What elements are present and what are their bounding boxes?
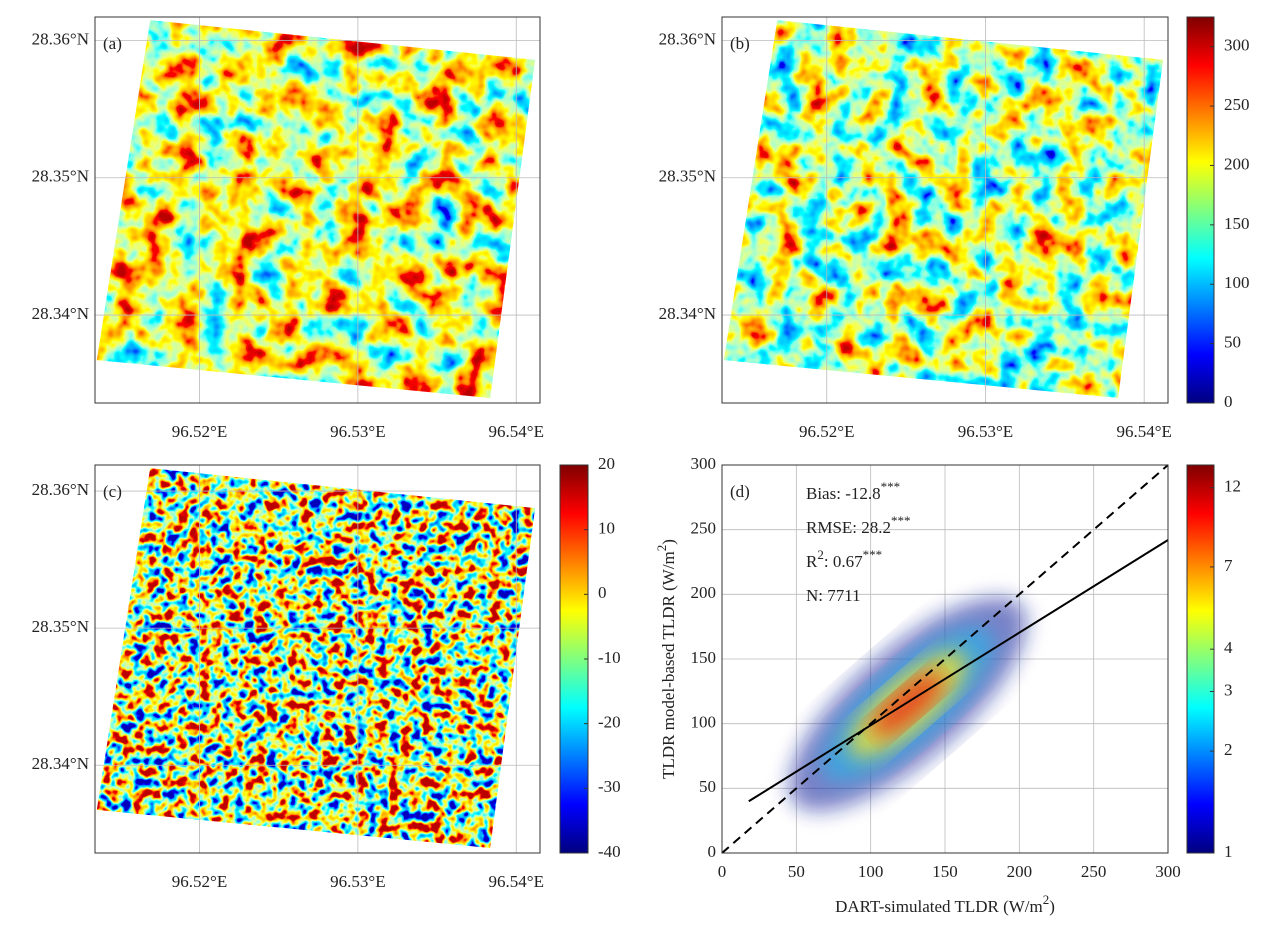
x-tick-label: 50 xyxy=(788,862,805,881)
x-tick-label: 96.53°E xyxy=(330,872,385,891)
plot-frame xyxy=(94,464,541,854)
y-tick-label: 150 xyxy=(691,648,717,667)
colorbar-tick-label: 250 xyxy=(1224,95,1250,114)
colorbar xyxy=(1186,16,1215,404)
y-tick-label: 50 xyxy=(699,777,716,796)
annotation: RMSE: 28.2*** xyxy=(806,513,911,537)
colorbar-tick-label: 3 xyxy=(1224,680,1233,699)
text-part: : 0.67 xyxy=(824,552,863,571)
x-tick-label: 250 xyxy=(1081,862,1107,881)
x-tick-label: 0 xyxy=(718,862,727,881)
superscript: 2 xyxy=(817,547,824,562)
colorbar-tick-label: -10 xyxy=(598,648,621,667)
y-tick-label: 0 xyxy=(708,842,717,861)
y-tick-label: 28.35°N xyxy=(32,167,89,186)
colorbar-tick-label: 7 xyxy=(1224,556,1233,575)
colorbar-tick-label: 0 xyxy=(1224,392,1233,411)
y-tick-label: 200 xyxy=(691,583,717,602)
x-tick-label: 96.52°E xyxy=(799,422,854,441)
colorbar-tick-label: 20 xyxy=(598,454,615,473)
y-tick-label: 28.36°N xyxy=(32,29,89,48)
y-tick-label: 28.34°N xyxy=(659,304,716,323)
y-tick-label: 300 xyxy=(691,454,717,473)
superscript: 2 xyxy=(1043,892,1050,907)
colorbar-tick-label: 10 xyxy=(598,519,615,538)
x-tick-label: 96.53°E xyxy=(958,422,1013,441)
superscript: *** xyxy=(881,479,901,494)
superscript: *** xyxy=(863,547,883,562)
text-part: Bias: -12.8 xyxy=(806,484,881,503)
y-tick-label: 28.36°N xyxy=(659,29,716,48)
colorbar-tick-label: -40 xyxy=(598,842,621,861)
annotation: N: 7711 xyxy=(806,586,861,605)
panel-label: (b) xyxy=(730,34,750,53)
y-tick-label: 100 xyxy=(691,713,717,732)
annotation: Bias: -12.8*** xyxy=(806,479,900,503)
colorbar-tick-label: -20 xyxy=(598,713,621,732)
plot-frame xyxy=(721,464,1169,854)
panel-label: (a) xyxy=(103,34,122,53)
colorbar-tick-label: 200 xyxy=(1224,154,1250,173)
colorbar-tick-label: 4 xyxy=(1224,638,1233,657)
colorbar-tick-label: 100 xyxy=(1224,273,1250,292)
plot-frame xyxy=(721,16,1169,404)
text-part: DART-simulated TLDR (W/m xyxy=(835,897,1043,916)
map-raster xyxy=(723,20,1164,398)
x-tick-label: 96.54°E xyxy=(1116,422,1171,441)
map-raster xyxy=(96,468,536,848)
plot-frame xyxy=(94,16,541,404)
x-tick-label: 96.52°E xyxy=(172,422,227,441)
colorbar-tick-label: 12 xyxy=(1224,477,1241,496)
x-tick-label: 96.54°E xyxy=(489,872,544,891)
text-part: RMSE: 28.2 xyxy=(806,518,891,537)
superscript: *** xyxy=(891,513,911,528)
y-tick-label: 28.36°N xyxy=(32,480,89,499)
colorbar-tick-label: 150 xyxy=(1224,214,1250,233)
x-tick-label: 150 xyxy=(932,862,958,881)
y-tick-label: 28.35°N xyxy=(659,167,716,186)
text-part: ) xyxy=(659,539,678,545)
annotation: R2: 0.67*** xyxy=(806,547,882,571)
colorbar-tick-label: 300 xyxy=(1224,36,1250,55)
colorbar-tick-label: 0 xyxy=(598,583,607,602)
y-tick-label: 28.34°N xyxy=(32,304,89,323)
x-tick-label: 96.54°E xyxy=(489,422,544,441)
text-part: N: 7711 xyxy=(806,586,861,605)
map-raster xyxy=(96,20,536,398)
colorbar-tick-label: 2 xyxy=(1224,740,1233,759)
x-tick-label: 100 xyxy=(858,862,884,881)
x-tick-label: 200 xyxy=(1007,862,1033,881)
panel-label: (d) xyxy=(730,482,750,501)
colorbar-tick-label: 50 xyxy=(1224,333,1241,352)
colorbar-tick-label: -30 xyxy=(598,777,621,796)
text-part: ) xyxy=(1049,897,1055,916)
colorbar xyxy=(1186,464,1215,854)
density-cloud xyxy=(872,672,944,737)
panel-label: (c) xyxy=(103,482,122,501)
colorbar-tick-label: 1 xyxy=(1224,842,1233,861)
y-tick-label: 28.35°N xyxy=(32,617,89,636)
x-tick-label: 96.53°E xyxy=(330,422,385,441)
x-tick-label: 96.52°E xyxy=(172,872,227,891)
y-tick-label: 28.34°N xyxy=(32,754,89,773)
colorbar xyxy=(559,464,589,854)
x-tick-label: 300 xyxy=(1155,862,1181,881)
text-part: R xyxy=(806,552,818,571)
x-axis-label: DART-simulated TLDR (W/m2) xyxy=(835,892,1055,916)
text-part: TLDR model-based TLDR (W/m xyxy=(659,551,678,779)
one-to-one-line xyxy=(721,464,1169,854)
superscript: 2 xyxy=(654,545,669,552)
y-tick-label: 250 xyxy=(691,519,717,538)
y-axis-label: TLDR model-based TLDR (W/m2) xyxy=(654,539,678,779)
fit-line xyxy=(748,539,1169,803)
